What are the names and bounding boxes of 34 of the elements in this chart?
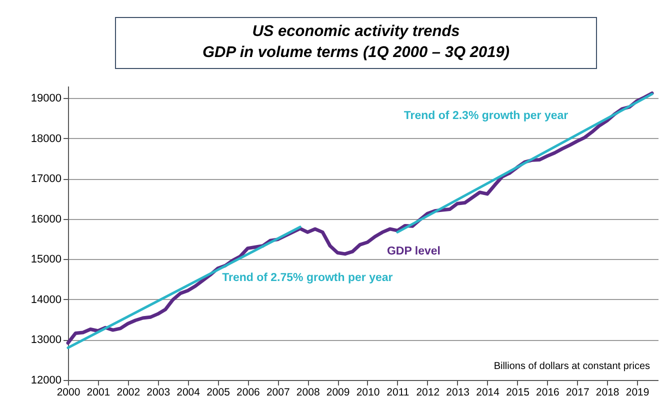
chart-title: US economic activity trends — [251, 22, 461, 42]
x-tick-label: 2006 — [236, 386, 260, 398]
x-tick-label: 2000 — [56, 386, 80, 398]
series-label: Trend of 2.3% growth per year — [404, 110, 569, 122]
x-tick-label: 2014 — [476, 386, 500, 398]
x-tick-label: 2001 — [86, 386, 110, 398]
y-tick-label: 12000 — [30, 374, 62, 386]
series-label: Trend of 2.75% growth per year — [222, 272, 394, 284]
y-tick-label: 13000 — [30, 334, 62, 346]
x-tick-label: 2016 — [536, 386, 560, 398]
x-tick-label: 2003 — [146, 386, 170, 398]
chart-subtitle: GDP in volume terms (1Q 2000 – 3Q 2019) — [202, 43, 510, 63]
x-tick-label: 2015 — [506, 386, 530, 398]
y-tick-label: 19000 — [30, 92, 62, 105]
x-tick-label: 2018 — [596, 386, 620, 398]
x-tick-label: 2004 — [176, 386, 200, 398]
x-tick-label: 2009 — [326, 386, 350, 398]
x-tick-label: 2012 — [416, 386, 440, 398]
x-tick-label: 2013 — [446, 386, 470, 398]
y-tick-label: 16000 — [30, 213, 62, 226]
x-tick-label: 2002 — [116, 386, 140, 398]
x-tick-label: 2011 — [386, 386, 410, 398]
x-tick-label: 2005 — [206, 386, 230, 398]
series-label: GDP level — [386, 246, 440, 258]
x-tick-label: 2008 — [296, 386, 320, 398]
y-tick-label: 18000 — [30, 132, 62, 145]
x-tick-label: 2010 — [356, 386, 380, 398]
y-tick-label: 17000 — [30, 173, 62, 186]
x-tick-label: 2019 — [626, 386, 650, 398]
annotation: Billions of dollars at constant prices — [494, 361, 650, 372]
x-tick-label: 2007 — [266, 386, 290, 398]
x-tick-label: 2017 — [566, 386, 590, 398]
y-tick-label: 14000 — [30, 294, 62, 306]
y-tick-label: 15000 — [30, 254, 62, 266]
